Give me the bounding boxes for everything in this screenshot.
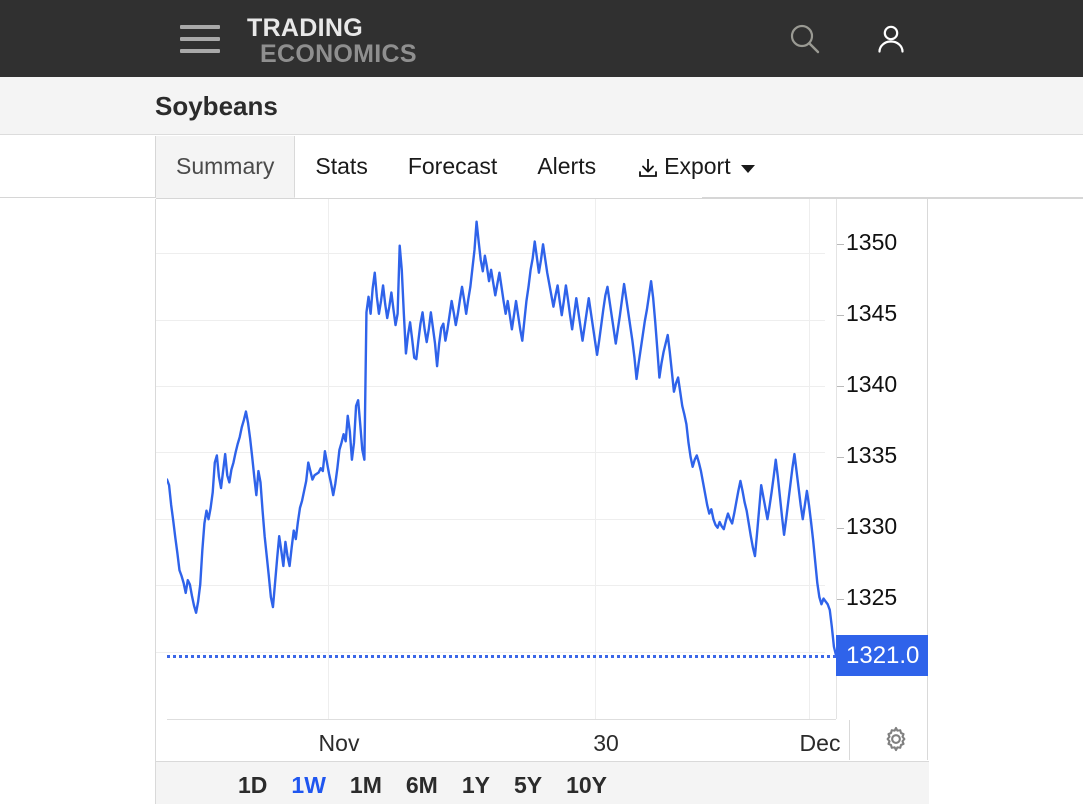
brand-line-1: TRADING — [247, 14, 363, 42]
x-axis-line — [167, 719, 836, 720]
search-icon[interactable] — [788, 22, 822, 61]
time-range-bar: 1D 1W 1M 6M 1Y 5Y 10Y — [156, 761, 929, 804]
gridline-horizontal — [156, 652, 825, 653]
gridline-horizontal — [156, 320, 825, 321]
range-button-5y[interactable]: 5Y — [513, 772, 543, 798]
time-range-list: 1D 1W 1M 6M 1Y 5Y 10Y — [238, 772, 607, 799]
brand-line-2: ECONOMICS — [260, 40, 417, 68]
y-axis-tick-mark — [837, 244, 844, 246]
tab-stats[interactable]: Stats — [295, 136, 387, 198]
hamburger-line — [180, 49, 220, 53]
tab-alerts[interactable]: Alerts — [517, 136, 616, 198]
x-axis-tick-label: 30 — [593, 730, 619, 756]
tab-forecast-label: Forecast — [407, 153, 498, 179]
hamburger-line — [180, 37, 220, 41]
chevron-down-icon — [740, 164, 755, 173]
tab-list: Summary Stats Forecast Alerts Exp — [156, 136, 775, 198]
tabstrip-left-gutter — [0, 136, 156, 198]
tab-summary-label: Summary — [176, 153, 275, 179]
tab-export-label: Export — [664, 153, 731, 179]
plot-right-edge — [836, 199, 837, 719]
range-button-1d[interactable]: 1D — [238, 772, 268, 798]
gridline-vertical — [809, 199, 810, 719]
top-navbar: TRADING ECONOMICS — [0, 0, 1083, 77]
hamburger-icon[interactable] — [180, 25, 220, 53]
y-axis-tick-label: 1340 — [846, 371, 898, 398]
page-title-bar: Soybeans — [0, 77, 1083, 135]
y-axis-tick-mark — [837, 315, 844, 317]
range-button-1y[interactable]: 1Y — [461, 772, 490, 798]
gear-icon[interactable] — [881, 724, 911, 759]
last-price-dotted-line — [167, 655, 836, 659]
x-axis-separator — [849, 720, 850, 760]
left-gutter-column — [0, 199, 156, 804]
tab-stats-label: Stats — [315, 153, 368, 179]
download-icon — [636, 153, 660, 181]
last-price-badge: 1321.0 — [836, 635, 928, 677]
y-axis-tick-label: 1335 — [846, 441, 898, 468]
user-icon[interactable] — [874, 22, 908, 61]
y-axis-tick-mark — [837, 386, 844, 388]
gridline-vertical — [328, 199, 329, 719]
gridline-horizontal — [156, 452, 825, 453]
range-button-10y[interactable]: 10Y — [566, 772, 608, 798]
range-button-1w[interactable]: 1W — [291, 772, 326, 798]
tab-export[interactable]: Export — [616, 136, 774, 198]
tab-strip: Summary Stats Forecast Alerts Exp — [0, 136, 1083, 199]
price-chart[interactable]: 1350 1345 1340 1335 1330 1325 1321.0 Nov 30 D… — [156, 199, 928, 760]
x-axis-tick-label: Nov — [318, 730, 360, 756]
tab-alerts-label: Alerts — [537, 153, 597, 179]
y-axis-tick-mark — [837, 527, 844, 529]
tab-summary[interactable]: Summary — [156, 136, 296, 198]
range-button-1m[interactable]: 1M — [349, 772, 382, 798]
brand-logo[interactable]: TRADING ECONOMICS — [247, 16, 417, 67]
gridline-horizontal — [156, 519, 825, 520]
right-gutter-column — [929, 199, 1083, 804]
y-axis-tick-mark — [837, 598, 844, 600]
gridline-horizontal — [156, 585, 825, 586]
page-title: Soybeans — [155, 91, 278, 121]
gridline-vertical — [595, 199, 596, 719]
price-series-line — [167, 220, 836, 657]
range-button-6m[interactable]: 6M — [405, 772, 438, 798]
gridline-horizontal — [156, 253, 825, 254]
tab-forecast[interactable]: Forecast — [388, 136, 517, 198]
hamburger-line — [180, 25, 220, 29]
tabstrip-right-gutter — [702, 136, 1083, 198]
x-axis-tick-label: Dec — [799, 730, 841, 756]
gridline-horizontal — [156, 386, 825, 387]
y-axis-tick-label: 1325 — [846, 583, 898, 610]
x-axis-labels: Nov 30 Dec — [156, 720, 928, 760]
tabstrip-underline — [156, 198, 1083, 199]
y-axis-tick-label: 1330 — [846, 512, 898, 539]
y-axis-tick-label: 1345 — [846, 300, 898, 327]
y-axis-tick-mark — [837, 456, 844, 458]
y-axis-tick-label: 1350 — [846, 229, 898, 256]
